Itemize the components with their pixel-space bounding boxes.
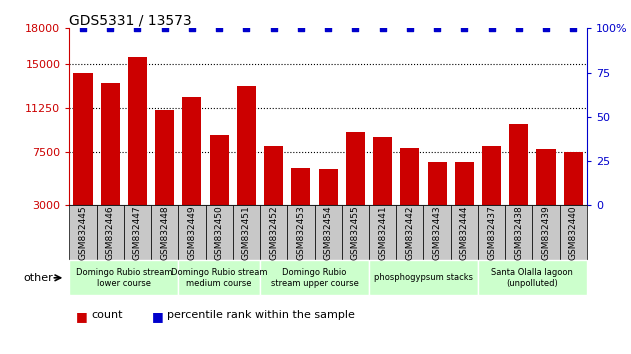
Text: Domingo Rubio
stream upper course: Domingo Rubio stream upper course	[271, 268, 358, 287]
Point	[432, 25, 442, 31]
Text: Santa Olalla lagoon
(unpolluted): Santa Olalla lagoon (unpolluted)	[492, 268, 574, 287]
Text: GSM832455: GSM832455	[351, 205, 360, 260]
Point	[404, 25, 415, 31]
Text: GSM832438: GSM832438	[514, 205, 523, 260]
Point	[105, 25, 115, 31]
Bar	[237, 86, 256, 241]
Text: GSM832451: GSM832451	[242, 205, 251, 260]
Point	[269, 25, 279, 31]
Text: GSM832437: GSM832437	[487, 205, 496, 260]
Text: GSM832440: GSM832440	[569, 206, 578, 260]
Point	[541, 25, 551, 31]
Bar	[101, 82, 120, 241]
Point	[487, 25, 497, 31]
Bar	[455, 162, 474, 241]
Point	[323, 25, 333, 31]
Text: GSM832450: GSM832450	[215, 205, 223, 260]
Point	[350, 25, 360, 31]
Text: GSM832441: GSM832441	[378, 206, 387, 260]
Text: ■: ■	[151, 310, 163, 323]
Text: GSM832439: GSM832439	[541, 205, 550, 260]
Text: ■: ■	[76, 310, 88, 323]
Bar	[346, 132, 365, 241]
Point	[296, 25, 306, 31]
Text: GSM832445: GSM832445	[78, 206, 88, 260]
Bar	[536, 149, 555, 241]
Bar	[155, 110, 174, 241]
Bar	[482, 146, 501, 241]
Point	[459, 25, 469, 31]
Bar	[428, 162, 447, 241]
Text: percentile rank within the sample: percentile rank within the sample	[167, 310, 355, 320]
Text: GSM832446: GSM832446	[106, 206, 115, 260]
Bar	[182, 97, 201, 241]
Bar	[509, 124, 528, 241]
Bar	[319, 169, 338, 241]
Text: GSM832448: GSM832448	[160, 206, 169, 260]
Point	[242, 25, 252, 31]
Bar	[373, 137, 392, 241]
Text: phosphogypsum stacks: phosphogypsum stacks	[374, 273, 473, 282]
Point	[377, 25, 387, 31]
Bar	[400, 148, 420, 241]
Bar	[73, 73, 93, 241]
Text: Domingo Rubio stream
lower course: Domingo Rubio stream lower course	[76, 268, 172, 287]
Text: GSM832447: GSM832447	[133, 206, 142, 260]
Point	[160, 25, 170, 31]
Text: count: count	[91, 310, 123, 320]
Text: GSM832449: GSM832449	[187, 206, 196, 260]
Bar	[264, 146, 283, 241]
Bar	[292, 167, 310, 241]
Bar	[563, 152, 583, 241]
Text: GSM832442: GSM832442	[405, 206, 415, 260]
Text: Domingo Rubio stream
medium course: Domingo Rubio stream medium course	[171, 268, 268, 287]
Text: GSM832453: GSM832453	[297, 205, 305, 260]
Point	[78, 25, 88, 31]
Point	[187, 25, 197, 31]
Text: GSM832452: GSM832452	[269, 206, 278, 260]
Bar	[209, 135, 228, 241]
Text: GSM832443: GSM832443	[433, 206, 442, 260]
Point	[133, 25, 143, 31]
Point	[568, 25, 578, 31]
Point	[214, 25, 224, 31]
Point	[514, 25, 524, 31]
Text: GSM832454: GSM832454	[324, 206, 333, 260]
Text: other: other	[23, 273, 52, 283]
Text: GDS5331 / 13573: GDS5331 / 13573	[69, 13, 192, 27]
Text: GSM832444: GSM832444	[460, 206, 469, 260]
Bar	[128, 57, 147, 241]
